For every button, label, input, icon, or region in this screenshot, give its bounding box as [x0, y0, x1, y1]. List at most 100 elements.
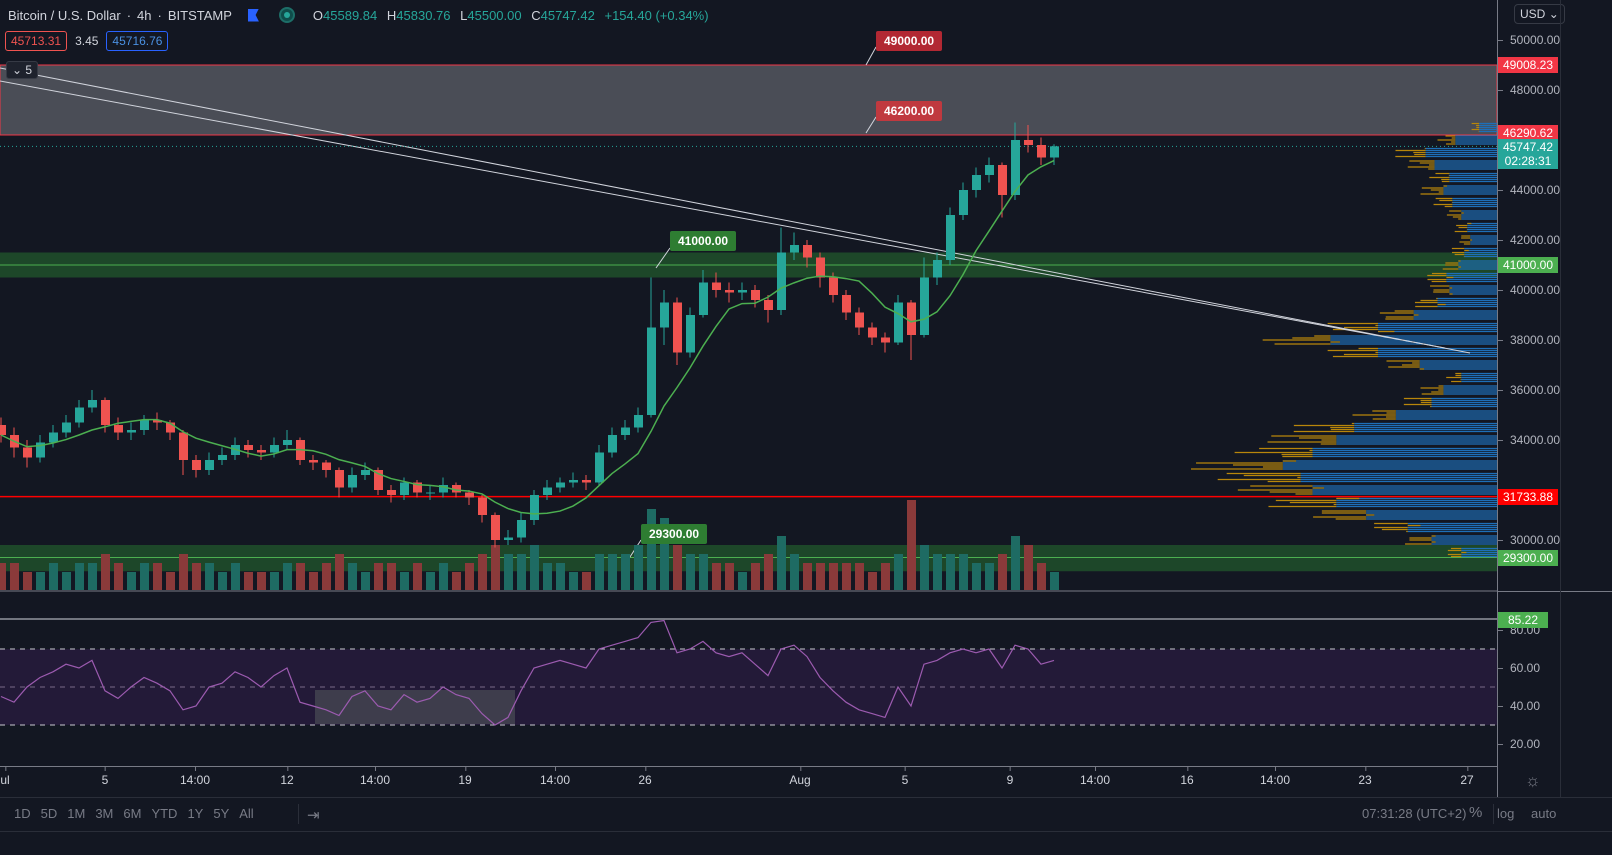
low-value: 45500.00: [467, 7, 522, 23]
volume-bar: [322, 563, 331, 590]
log-toggle[interactable]: log: [1497, 806, 1515, 821]
candle-body: [322, 462, 331, 470]
price-axis[interactable]: 50000.00 48000.00 44000.00 42000.00 40000.00…: [1497, 0, 1612, 797]
callout-41000[interactable]: 41000.00: [670, 231, 737, 251]
candle-body: [361, 470, 370, 475]
volume-bar: [244, 572, 253, 590]
chevron-down-icon: ⌄: [12, 63, 23, 77]
candle-body: [452, 485, 461, 493]
range-1m[interactable]: 1M: [67, 806, 86, 821]
volume-bar: [582, 572, 591, 590]
candle-body: [335, 470, 344, 488]
volume-bar: [88, 563, 97, 590]
volume-bar: [959, 554, 968, 590]
candle-body: [634, 415, 643, 428]
volume-bar: [738, 572, 747, 590]
volume-bar: [634, 545, 643, 590]
callout-29300[interactable]: 29300.00: [641, 524, 708, 544]
clock[interactable]: 07:31:28 (UTC+2): [1362, 806, 1467, 821]
last-price-badge: 45747.42 02:28:31: [1498, 139, 1558, 170]
volume-bar: [140, 563, 149, 590]
volume-bar: [816, 563, 825, 590]
candle-body: [868, 327, 877, 338]
buy-button[interactable]: 45716.76: [106, 31, 169, 51]
candle-body: [751, 290, 760, 300]
goto-date-icon[interactable]: ⇥: [307, 807, 320, 824]
chart-canvas[interactable]: [0, 0, 1497, 766]
range-ytd[interactable]: YTD: [151, 806, 178, 821]
volume-bar: [699, 554, 708, 590]
volume-bar: [153, 563, 162, 590]
range-5d[interactable]: 5D: [40, 806, 58, 821]
volume-bar: [855, 563, 864, 590]
percent-toggle[interactable]: %: [1469, 804, 1483, 821]
range-6m[interactable]: 6M: [123, 806, 142, 821]
spread: 3.45: [75, 34, 99, 48]
candle-body: [556, 482, 565, 488]
volume-bar: [413, 563, 422, 590]
volume-bar: [75, 563, 84, 590]
candle-body: [257, 450, 266, 453]
resistance-zone: [0, 64, 1497, 136]
price-tick: 38000.00: [1497, 333, 1561, 347]
flag-icon[interactable]: [247, 8, 259, 22]
auto-toggle[interactable]: auto: [1531, 806, 1557, 821]
candle-body: [400, 482, 409, 495]
volume-bar: [556, 563, 565, 590]
range-5y[interactable]: 5Y: [213, 806, 230, 821]
time-axis[interactable]: ul 5 14:00 12 14:00 19 14:00 26 Aug 5 9 14:00 16 14:0…: [0, 766, 1497, 798]
callout-49000[interactable]: 49000.00: [876, 31, 943, 51]
candle-body: [140, 420, 149, 430]
settings-gear-icon[interactable]: ☼: [1525, 771, 1541, 790]
candle-body: [153, 420, 162, 423]
candle-body: [88, 400, 97, 408]
volume-bar: [231, 563, 240, 590]
range-1d[interactable]: 1D: [14, 806, 31, 821]
candle-body: [491, 515, 500, 540]
time-tick: 14:00: [539, 767, 571, 787]
callout-pointer: [865, 46, 877, 66]
interval[interactable]: 4h: [137, 7, 152, 23]
price-tick: 40000.00: [1497, 283, 1561, 297]
candle-body: [933, 260, 942, 278]
callout-pointer: [865, 116, 877, 134]
range-3m[interactable]: 3M: [95, 806, 114, 821]
time-tick: 19: [458, 767, 472, 787]
volume-bar: [1037, 563, 1046, 590]
candle-body: [1024, 140, 1033, 145]
volume-bar: [569, 572, 578, 590]
volume-bar: [946, 554, 955, 590]
collapse-indicators-button[interactable]: ⌄ 5: [6, 61, 39, 79]
volume-bar: [1050, 572, 1059, 590]
time-tick: 5: [101, 767, 109, 787]
candle-body: [426, 492, 435, 494]
volume-bar: [725, 563, 734, 590]
sell-button[interactable]: 45713.31: [5, 31, 68, 51]
close-value: 45747.42: [540, 7, 595, 23]
candle-body: [23, 447, 32, 458]
time-tick: ul: [0, 767, 10, 787]
change-value: +154.40 (+0.34%): [604, 7, 709, 23]
legend-header: Bitcoin / U.S. Dollar · 4h · BITSTAMP O455…: [8, 7, 715, 23]
volume-bar: [933, 554, 942, 590]
volume-bar: [426, 572, 435, 590]
volume-bar: [504, 554, 513, 590]
ohlc-values: O45589.84 H45830.76 L45500.00 C45747.42 …: [312, 7, 709, 23]
callout-46200[interactable]: 46200.00: [876, 101, 943, 121]
price-badge: 46290.62: [1498, 124, 1558, 141]
range-all[interactable]: All: [239, 806, 254, 821]
candle-body: [595, 452, 604, 483]
range-1y[interactable]: 1Y: [187, 806, 204, 821]
volume-bar: [595, 554, 604, 590]
rsi-tick: 20.00: [1497, 737, 1541, 751]
exchange: BITSTAMP: [167, 7, 232, 23]
symbol-title[interactable]: Bitcoin / U.S. Dollar: [8, 7, 121, 23]
volume-bar: [101, 554, 110, 590]
candle-body: [998, 165, 1007, 195]
volume-bar: [985, 563, 994, 590]
currency-select[interactable]: USD ⌄: [1514, 4, 1565, 24]
candle-body: [179, 432, 188, 460]
volume-bar: [192, 563, 201, 590]
candle-body: [205, 460, 214, 470]
time-tick: 14:00: [1259, 767, 1291, 787]
